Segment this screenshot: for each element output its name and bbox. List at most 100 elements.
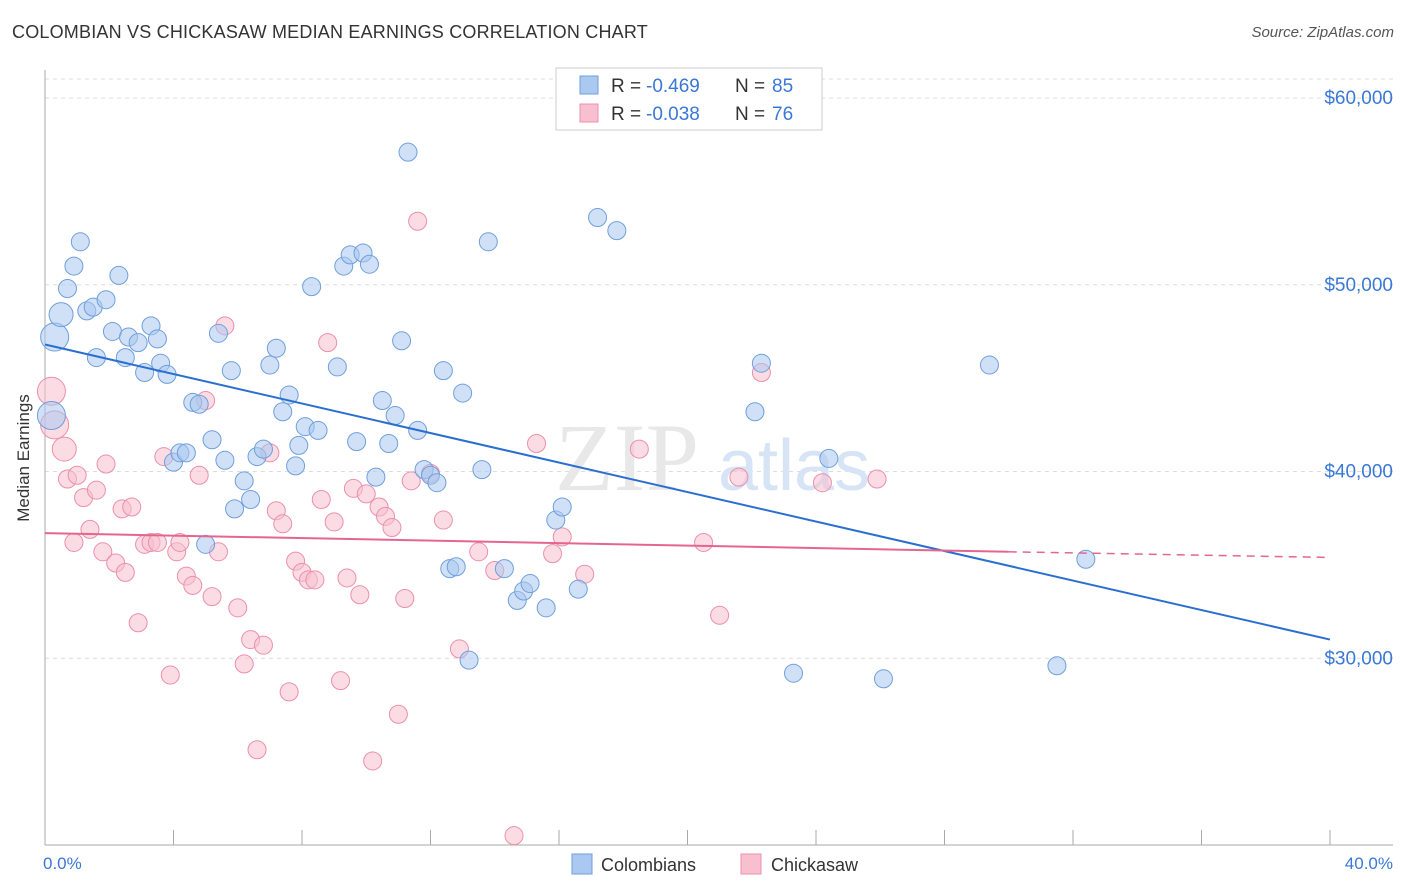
chickasaw-point xyxy=(356,484,376,504)
colombians-point xyxy=(568,579,588,599)
stats-r-label-chickasaw: R = xyxy=(611,104,641,125)
chickasaw-point xyxy=(160,665,180,685)
chickasaw-point xyxy=(331,671,351,691)
colombians-point xyxy=(472,460,492,480)
chickasaw-point xyxy=(311,490,331,510)
legend-label-chickasaw: Chickasaw xyxy=(771,855,859,875)
chickasaw-point xyxy=(122,497,142,517)
colombians-point xyxy=(176,443,196,463)
axes xyxy=(44,70,1393,846)
colombians-point xyxy=(607,221,627,241)
chickasaw-point xyxy=(694,532,714,552)
watermark: ZIP atlas xyxy=(555,404,870,511)
chickasaw-point xyxy=(183,575,203,595)
colombians-point xyxy=(308,420,328,440)
chickasaw-point xyxy=(350,585,370,605)
colombians-point xyxy=(241,490,261,510)
colombians-point xyxy=(427,473,447,493)
chickasaw-point xyxy=(253,635,273,655)
legend-label-colombians: Colombians xyxy=(601,855,696,875)
colombians-point xyxy=(286,456,306,476)
colombians-point xyxy=(392,331,412,351)
colombians-point xyxy=(347,432,367,452)
chickasaw-point xyxy=(401,471,421,491)
chickasaw-point xyxy=(629,439,649,459)
chickasaw-point xyxy=(128,613,148,633)
colombians-point xyxy=(234,471,254,491)
colombians-point xyxy=(372,391,392,411)
chickasaw-point xyxy=(96,454,116,474)
colombians-point xyxy=(36,400,66,430)
colombians-point xyxy=(494,559,514,579)
colombians-point xyxy=(48,302,74,328)
chickasaw-point xyxy=(324,512,344,532)
colombians-point xyxy=(96,290,116,310)
chickasaw-point xyxy=(234,654,254,674)
source-label: Source: ZipAtlas.com xyxy=(1251,24,1394,41)
colombians-point xyxy=(289,435,309,455)
chickasaw-point xyxy=(189,465,209,485)
colombians-point xyxy=(478,232,498,252)
stats-r-value-colombians: -0.469 xyxy=(646,76,700,97)
stats-r-value-chickasaw: -0.038 xyxy=(646,104,700,125)
chickasaw-point xyxy=(318,333,338,353)
colombians-point xyxy=(128,333,148,353)
y-tick-label: $60,000 xyxy=(1324,88,1393,109)
chickasaw-point xyxy=(337,568,357,588)
chickasaw-point xyxy=(543,544,563,564)
chickasaw-trend-extension xyxy=(1008,551,1331,559)
colombians-point xyxy=(398,142,418,162)
colombians-point xyxy=(784,663,804,683)
y-tick-label: $30,000 xyxy=(1324,648,1393,669)
chickasaw-point xyxy=(228,598,248,618)
colombians-point xyxy=(302,277,322,297)
chickasaw-point xyxy=(812,473,832,493)
colombians-point xyxy=(266,338,286,358)
chickasaw-point xyxy=(67,465,87,485)
chickasaw-point xyxy=(273,514,293,534)
gridlines xyxy=(45,78,1393,659)
stats-swatch-colombians xyxy=(579,75,599,95)
stats-legend: R = -0.469 N = 85 R = -0.038 N = 76 xyxy=(555,67,823,131)
colombians-point xyxy=(520,574,540,594)
chickasaw-point xyxy=(363,751,383,771)
stats-n-value-colombians: 85 xyxy=(772,76,793,97)
chickasaw-point xyxy=(710,605,730,625)
colombians-point xyxy=(1076,549,1096,569)
colombians-point xyxy=(221,361,241,381)
colombians-point xyxy=(873,669,893,689)
chart-title: COLOMBIAN VS CHICKASAW MEDIAN EARNINGS C… xyxy=(12,22,648,42)
y-tick-label: $40,000 xyxy=(1324,462,1393,483)
stats-r-label-colombians: R = xyxy=(611,76,641,97)
colombians-point xyxy=(1047,656,1067,676)
colombians-point xyxy=(459,650,479,670)
stats-n-label-colombians: N = xyxy=(735,76,765,97)
colombians-trend-line xyxy=(44,343,1331,641)
chickasaw-point xyxy=(552,527,572,547)
chickasaw-point xyxy=(247,740,267,760)
watermark-zip: ZIP xyxy=(555,404,699,511)
watermark-atlas: atlas xyxy=(718,426,870,506)
colombians-point xyxy=(147,329,167,349)
y-tick-labels: $30,000 $40,000 $50,000 $60,000 xyxy=(1324,88,1393,669)
colombians-point xyxy=(453,383,473,403)
colombians-point xyxy=(57,278,77,298)
chickasaw-point xyxy=(147,532,167,552)
colombians-point xyxy=(273,402,293,422)
colombians-point xyxy=(260,355,280,375)
legend-swatch-chickasaw xyxy=(740,853,762,875)
chickasaw-point xyxy=(729,467,749,487)
chickasaw-point xyxy=(469,542,489,562)
chickasaw-points xyxy=(36,211,887,846)
x-tick-label-min: 0.0% xyxy=(43,854,82,873)
x-tick-label-max: 40.0% xyxy=(1345,854,1393,873)
chickasaw-point xyxy=(433,510,453,530)
colombians-point xyxy=(588,208,608,228)
colombians-point xyxy=(536,598,556,618)
y-tick-label: $50,000 xyxy=(1324,275,1393,296)
colombians-point xyxy=(819,448,839,468)
chickasaw-trend-line xyxy=(44,532,1009,553)
colombians-point xyxy=(109,265,129,285)
trend-lines xyxy=(44,343,1331,641)
